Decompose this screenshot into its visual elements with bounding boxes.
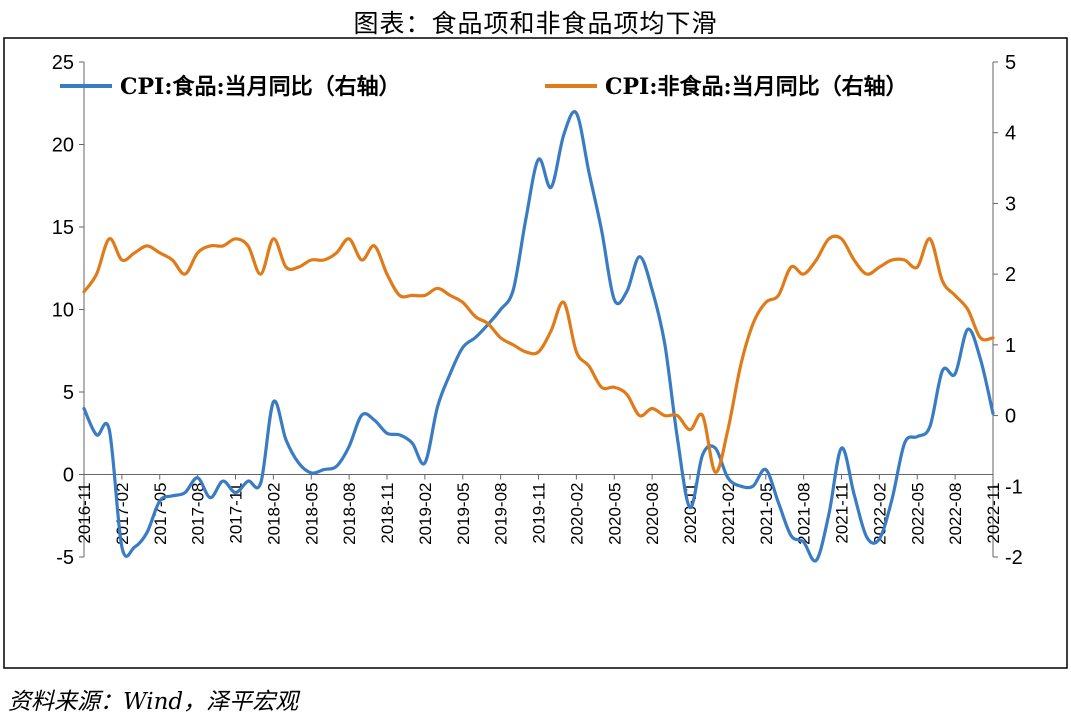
left-tick-label: 5 [63,382,74,404]
right-tick-label: 1 [1005,335,1016,357]
x-tick-label: 2018-08 [340,483,359,545]
outer-border [3,37,1068,669]
x-tick-label: 2020-08 [643,483,662,545]
series-line-food [82,110,995,563]
x-tick-label: 2020-02 [567,483,586,545]
right-tick-label: 4 [1005,123,1016,145]
x-tick-label: 2017-11 [227,483,246,544]
left-axis-ticks: 25 20 15 10 5 0 -5 [52,52,84,569]
right-tick-label: -1 [1005,476,1023,498]
x-tick-label: 2019-08 [492,483,511,545]
legend-label-food: CPI:食品:当月同比（右轴） [120,74,401,100]
x-tick-label: 2019-05 [454,483,473,545]
x-tick-label: 2018-02 [264,483,283,545]
x-tick-label: 2022-11 [984,483,1003,544]
x-tick-label: 2021-02 [719,483,738,545]
x-tick-label: 2020-05 [605,483,624,545]
x-tick-label: 2018-05 [302,483,321,545]
x-tick-label: 2016-11 [75,483,94,544]
x-tick-label: 2021-05 [757,483,776,545]
chart-title: 图表：食品项和非食品项均下滑 [353,9,718,38]
legend: CPI:食品:当月同比（右轴） CPI:非食品:当月同比（右轴） [60,74,908,100]
right-tick-label: -2 [1005,547,1023,569]
right-tick-label: 3 [1005,193,1016,215]
left-tick-label: 25 [52,52,74,74]
left-tick-label: 10 [52,300,74,322]
x-tick-label: 2018-11 [378,483,397,544]
right-tick-label: 5 [1005,52,1016,74]
x-tick-label: 2021-11 [833,483,852,544]
left-tick-label: 20 [52,135,74,157]
x-tick-label: 2022-08 [946,483,965,545]
right-axis-ticks: 5 4 3 2 1 0 -1 -2 [993,52,1023,569]
x-tick-label: 2019-02 [416,483,435,545]
series-layer [82,110,995,563]
series-line-nonfood [82,234,995,474]
x-tick-label: 2017-08 [189,483,208,545]
x-tick-label: 2021-08 [795,483,814,545]
legend-label-nonfood: CPI:非食品:当月同比（右轴） [605,74,908,100]
x-tick-label: 2019-11 [530,483,549,544]
left-tick-label: 0 [63,465,74,487]
left-tick-label: -5 [56,547,74,569]
right-tick-label: 0 [1005,406,1016,428]
right-tick-label: 2 [1005,264,1016,286]
left-tick-label: 15 [52,217,74,239]
x-tick-label: 2022-05 [908,483,927,545]
x-axis-ticks: 2016-11 2017-02 2017-05 2017-08 2017-11 2018-… [75,474,1003,545]
source-note: 资料来源：Wind，泽平宏观 [8,689,299,715]
